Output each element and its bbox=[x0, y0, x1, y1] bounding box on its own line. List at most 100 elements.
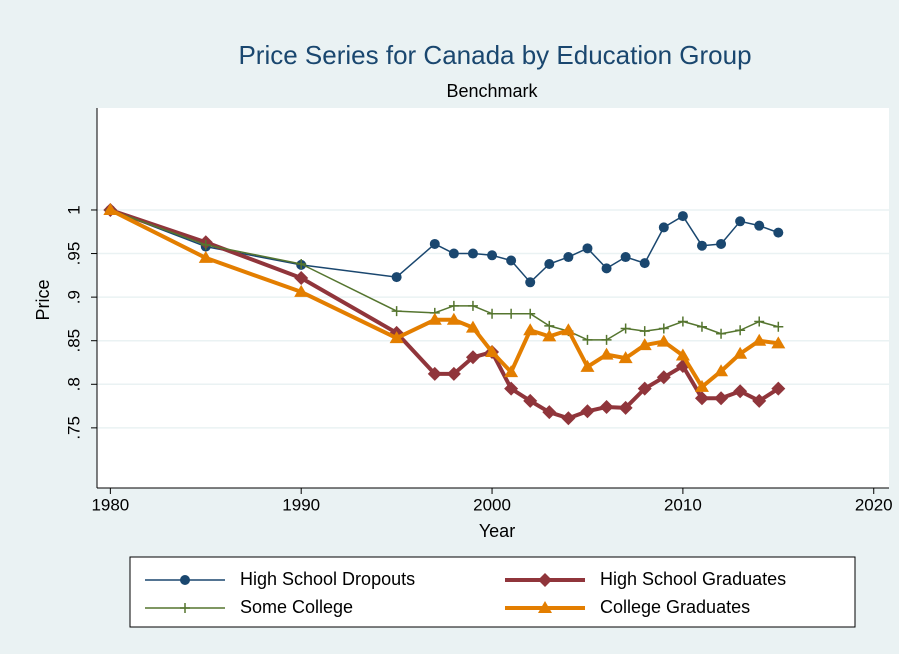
marker bbox=[487, 250, 498, 261]
marker bbox=[656, 334, 671, 347]
marker bbox=[467, 248, 478, 259]
marker bbox=[773, 321, 784, 332]
y-tick-label: .95 bbox=[64, 242, 83, 266]
marker bbox=[538, 573, 552, 587]
y-tick-label: .75 bbox=[64, 416, 83, 440]
marker bbox=[561, 411, 576, 426]
legend-label: College Graduates bbox=[600, 597, 750, 617]
marker bbox=[427, 312, 442, 325]
marker bbox=[294, 284, 309, 297]
y-tick-label: .8 bbox=[64, 377, 83, 391]
marker bbox=[504, 365, 519, 378]
marker bbox=[714, 364, 729, 377]
x-axis-title: Year bbox=[479, 521, 515, 541]
marker bbox=[506, 255, 517, 266]
marker bbox=[561, 323, 576, 336]
marker bbox=[523, 323, 538, 336]
marker bbox=[677, 316, 688, 327]
marker bbox=[752, 393, 767, 408]
marker bbox=[771, 336, 786, 349]
y-axis-title: Price bbox=[33, 279, 53, 320]
chart-title: Price Series for Canada by Education Gro… bbox=[238, 40, 751, 70]
legend-label: High School Graduates bbox=[600, 569, 786, 589]
chart-subtitle: Benchmark bbox=[446, 81, 538, 101]
marker bbox=[637, 381, 652, 396]
marker bbox=[752, 333, 767, 346]
marker bbox=[180, 575, 190, 585]
marker bbox=[677, 211, 688, 222]
marker bbox=[658, 323, 669, 334]
marker bbox=[391, 306, 402, 317]
marker bbox=[544, 259, 555, 270]
marker bbox=[465, 320, 480, 333]
marker bbox=[716, 238, 727, 249]
marker bbox=[696, 321, 707, 332]
marker bbox=[525, 277, 536, 288]
marker bbox=[735, 216, 746, 227]
marker bbox=[391, 272, 402, 283]
plot-area bbox=[97, 108, 889, 488]
marker bbox=[620, 252, 631, 263]
marker bbox=[538, 601, 552, 613]
x-tick-label: 1980 bbox=[91, 495, 129, 514]
marker bbox=[754, 220, 765, 231]
legend-label: High School Dropouts bbox=[240, 569, 415, 589]
marker bbox=[735, 325, 746, 336]
y-tick-label: .9 bbox=[64, 290, 83, 304]
marker bbox=[429, 238, 440, 249]
marker bbox=[656, 370, 671, 385]
y-tick-label: 1 bbox=[64, 205, 83, 214]
marker bbox=[754, 316, 765, 327]
marker bbox=[639, 326, 650, 337]
marker bbox=[733, 346, 748, 359]
marker bbox=[620, 323, 631, 334]
marker bbox=[714, 391, 729, 406]
marker bbox=[582, 334, 593, 345]
marker bbox=[427, 366, 442, 381]
marker bbox=[544, 320, 555, 331]
x-tick-label: 2020 bbox=[855, 495, 893, 514]
x-tick-label: 2000 bbox=[473, 495, 511, 514]
marker bbox=[639, 258, 650, 269]
marker bbox=[446, 366, 461, 381]
x-tick-label: 2010 bbox=[664, 495, 702, 514]
marker bbox=[658, 222, 669, 233]
marker bbox=[696, 240, 707, 251]
marker bbox=[542, 329, 557, 342]
marker bbox=[200, 239, 211, 250]
marker bbox=[599, 347, 614, 360]
marker bbox=[637, 338, 652, 351]
marker bbox=[504, 381, 519, 396]
marker bbox=[694, 379, 709, 392]
marker bbox=[618, 351, 633, 364]
marker bbox=[733, 384, 748, 399]
marker bbox=[771, 381, 786, 396]
marker bbox=[198, 250, 213, 263]
marker bbox=[467, 300, 478, 311]
marker bbox=[694, 391, 709, 406]
marker bbox=[180, 603, 190, 613]
marker bbox=[675, 348, 690, 361]
legend-label: Some College bbox=[240, 597, 353, 617]
marker bbox=[523, 393, 538, 408]
marker bbox=[487, 308, 498, 319]
marker bbox=[485, 345, 500, 358]
marker bbox=[448, 248, 459, 259]
marker bbox=[446, 312, 461, 325]
marker bbox=[773, 227, 784, 238]
marker bbox=[542, 405, 557, 420]
marker bbox=[599, 399, 614, 414]
marker bbox=[580, 359, 595, 372]
marker bbox=[601, 334, 612, 345]
marker bbox=[103, 202, 118, 215]
marker bbox=[525, 308, 536, 319]
marker bbox=[580, 404, 595, 419]
marker bbox=[448, 300, 459, 311]
marker bbox=[296, 259, 307, 270]
marker bbox=[601, 263, 612, 274]
x-tick-label: 1990 bbox=[282, 495, 320, 514]
legend-box bbox=[129, 556, 856, 628]
marker bbox=[563, 252, 574, 263]
